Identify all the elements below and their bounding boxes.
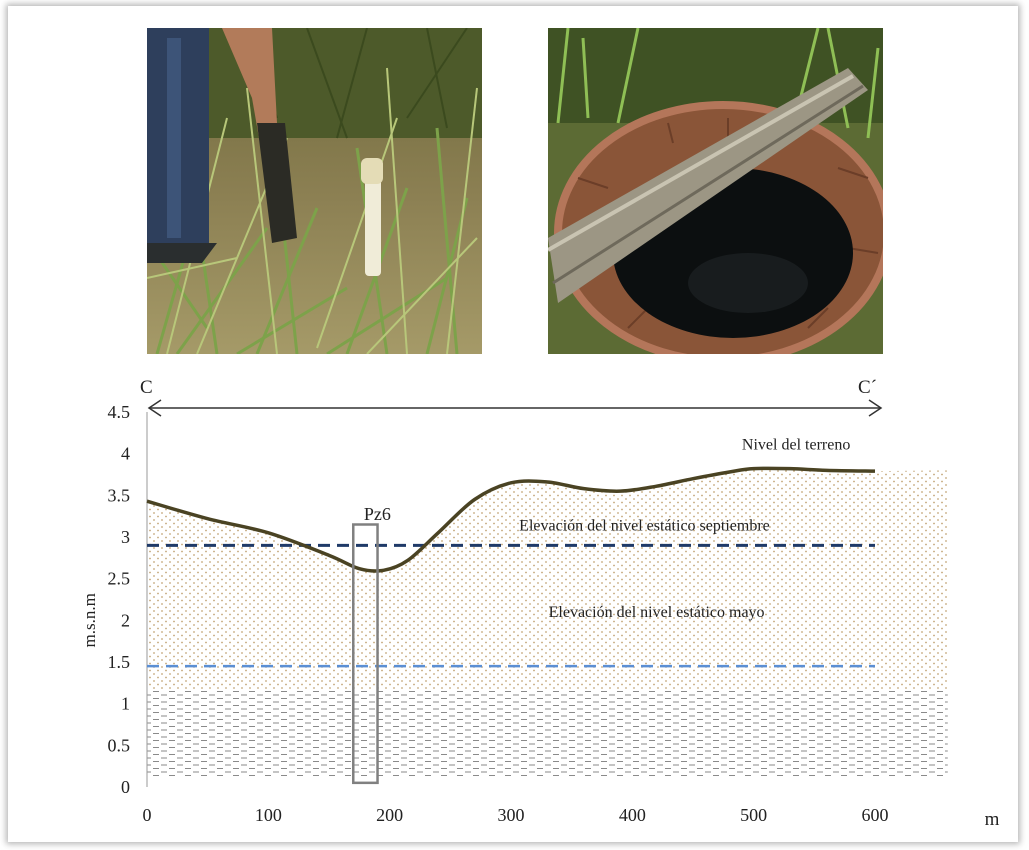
piezometer-photo	[147, 28, 482, 354]
y-axis-title: m.s.n.m	[80, 593, 99, 647]
y-tick-label: 3.5	[108, 485, 131, 505]
x-tick-label: 200	[376, 805, 403, 825]
clay-layer-pattern	[147, 689, 948, 777]
terrain-line	[146, 466, 876, 573]
static-level-september-label: Elevación del nivel estático septiembre	[519, 517, 770, 534]
x-tick-label: 0	[143, 805, 152, 825]
x-tick-label: 600	[862, 805, 889, 825]
well-photo	[548, 28, 883, 354]
y-tick-label: 4.5	[108, 402, 131, 422]
piezometer-label: Pz6	[364, 504, 391, 524]
x-tick-labels: 0 100 200 300 400 500 600	[143, 805, 889, 825]
y-tick-label: 3	[121, 527, 130, 547]
y-tick-label: 0.5	[108, 735, 131, 755]
x-tick-label: 500	[740, 805, 767, 825]
x-tick-label: 300	[498, 805, 525, 825]
y-tick-label: 2.5	[108, 569, 131, 589]
terrain-label: Nivel del terreno	[742, 437, 850, 454]
y-tick-label: 1	[121, 694, 130, 714]
y-tick-label: 1.5	[108, 652, 131, 672]
arrow-head-right	[868, 399, 883, 417]
arrow-head-left	[147, 399, 162, 417]
y-tick-label: 0	[121, 777, 130, 797]
y-tick-labels: 0 0.5 1 1.5 2 2.5 3 3.5 4 4.5	[108, 402, 131, 797]
piezometer-pz6	[352, 523, 379, 785]
section-start-label: C	[140, 377, 153, 398]
x-tick-label: 400	[619, 805, 646, 825]
section-end-label: C´	[858, 377, 877, 398]
static-level-may-label: Elevación del nivel estático mayo	[549, 604, 765, 621]
x-tick-label: 100	[255, 805, 282, 825]
x-axis-title: m	[985, 809, 1000, 830]
y-tick-label: 4	[121, 444, 130, 464]
y-tick-label: 2	[121, 610, 130, 630]
